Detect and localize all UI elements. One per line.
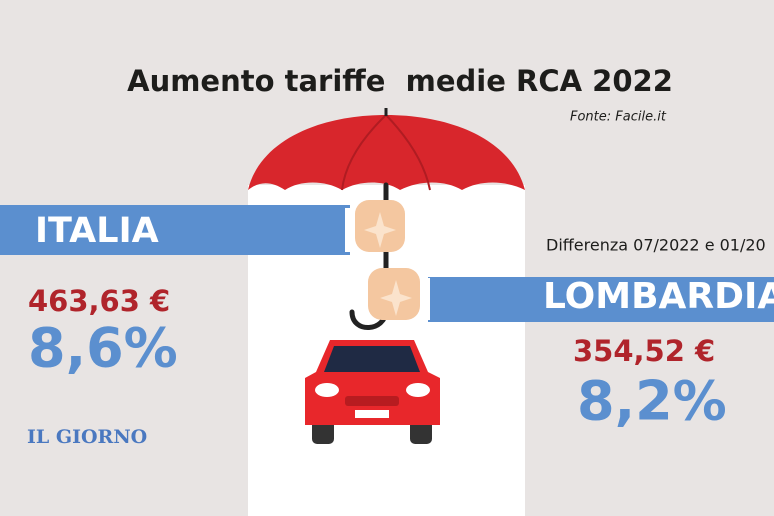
car xyxy=(305,340,440,444)
hand-highlight xyxy=(364,212,396,248)
plate xyxy=(355,410,389,418)
cuff xyxy=(418,278,430,320)
hand-highlight xyxy=(380,280,412,316)
logo: IL GIORNO xyxy=(27,426,147,448)
region-label: LOMBARDIA xyxy=(543,276,774,317)
headlight xyxy=(315,383,339,397)
umbrella-rib xyxy=(341,114,431,191)
title: Aumento tariffe medie RCA 2022 xyxy=(127,64,673,98)
percent: 8,2% xyxy=(577,370,727,433)
headlight xyxy=(406,383,430,397)
lombardia-band xyxy=(428,277,774,322)
percent: 8,6% xyxy=(28,317,178,380)
grille xyxy=(345,396,399,406)
source: Fonte: Facile.it xyxy=(570,110,667,125)
italia-band xyxy=(0,205,350,255)
cuff xyxy=(345,208,357,252)
amount: 354,52 € xyxy=(573,334,715,368)
windshield xyxy=(324,346,420,372)
note: Differenza 07/2022 e 01/20 xyxy=(546,236,766,255)
region-label: ITALIA xyxy=(35,211,159,251)
amount: 463,63 € xyxy=(28,284,170,318)
umbrella-canopy xyxy=(248,115,525,190)
